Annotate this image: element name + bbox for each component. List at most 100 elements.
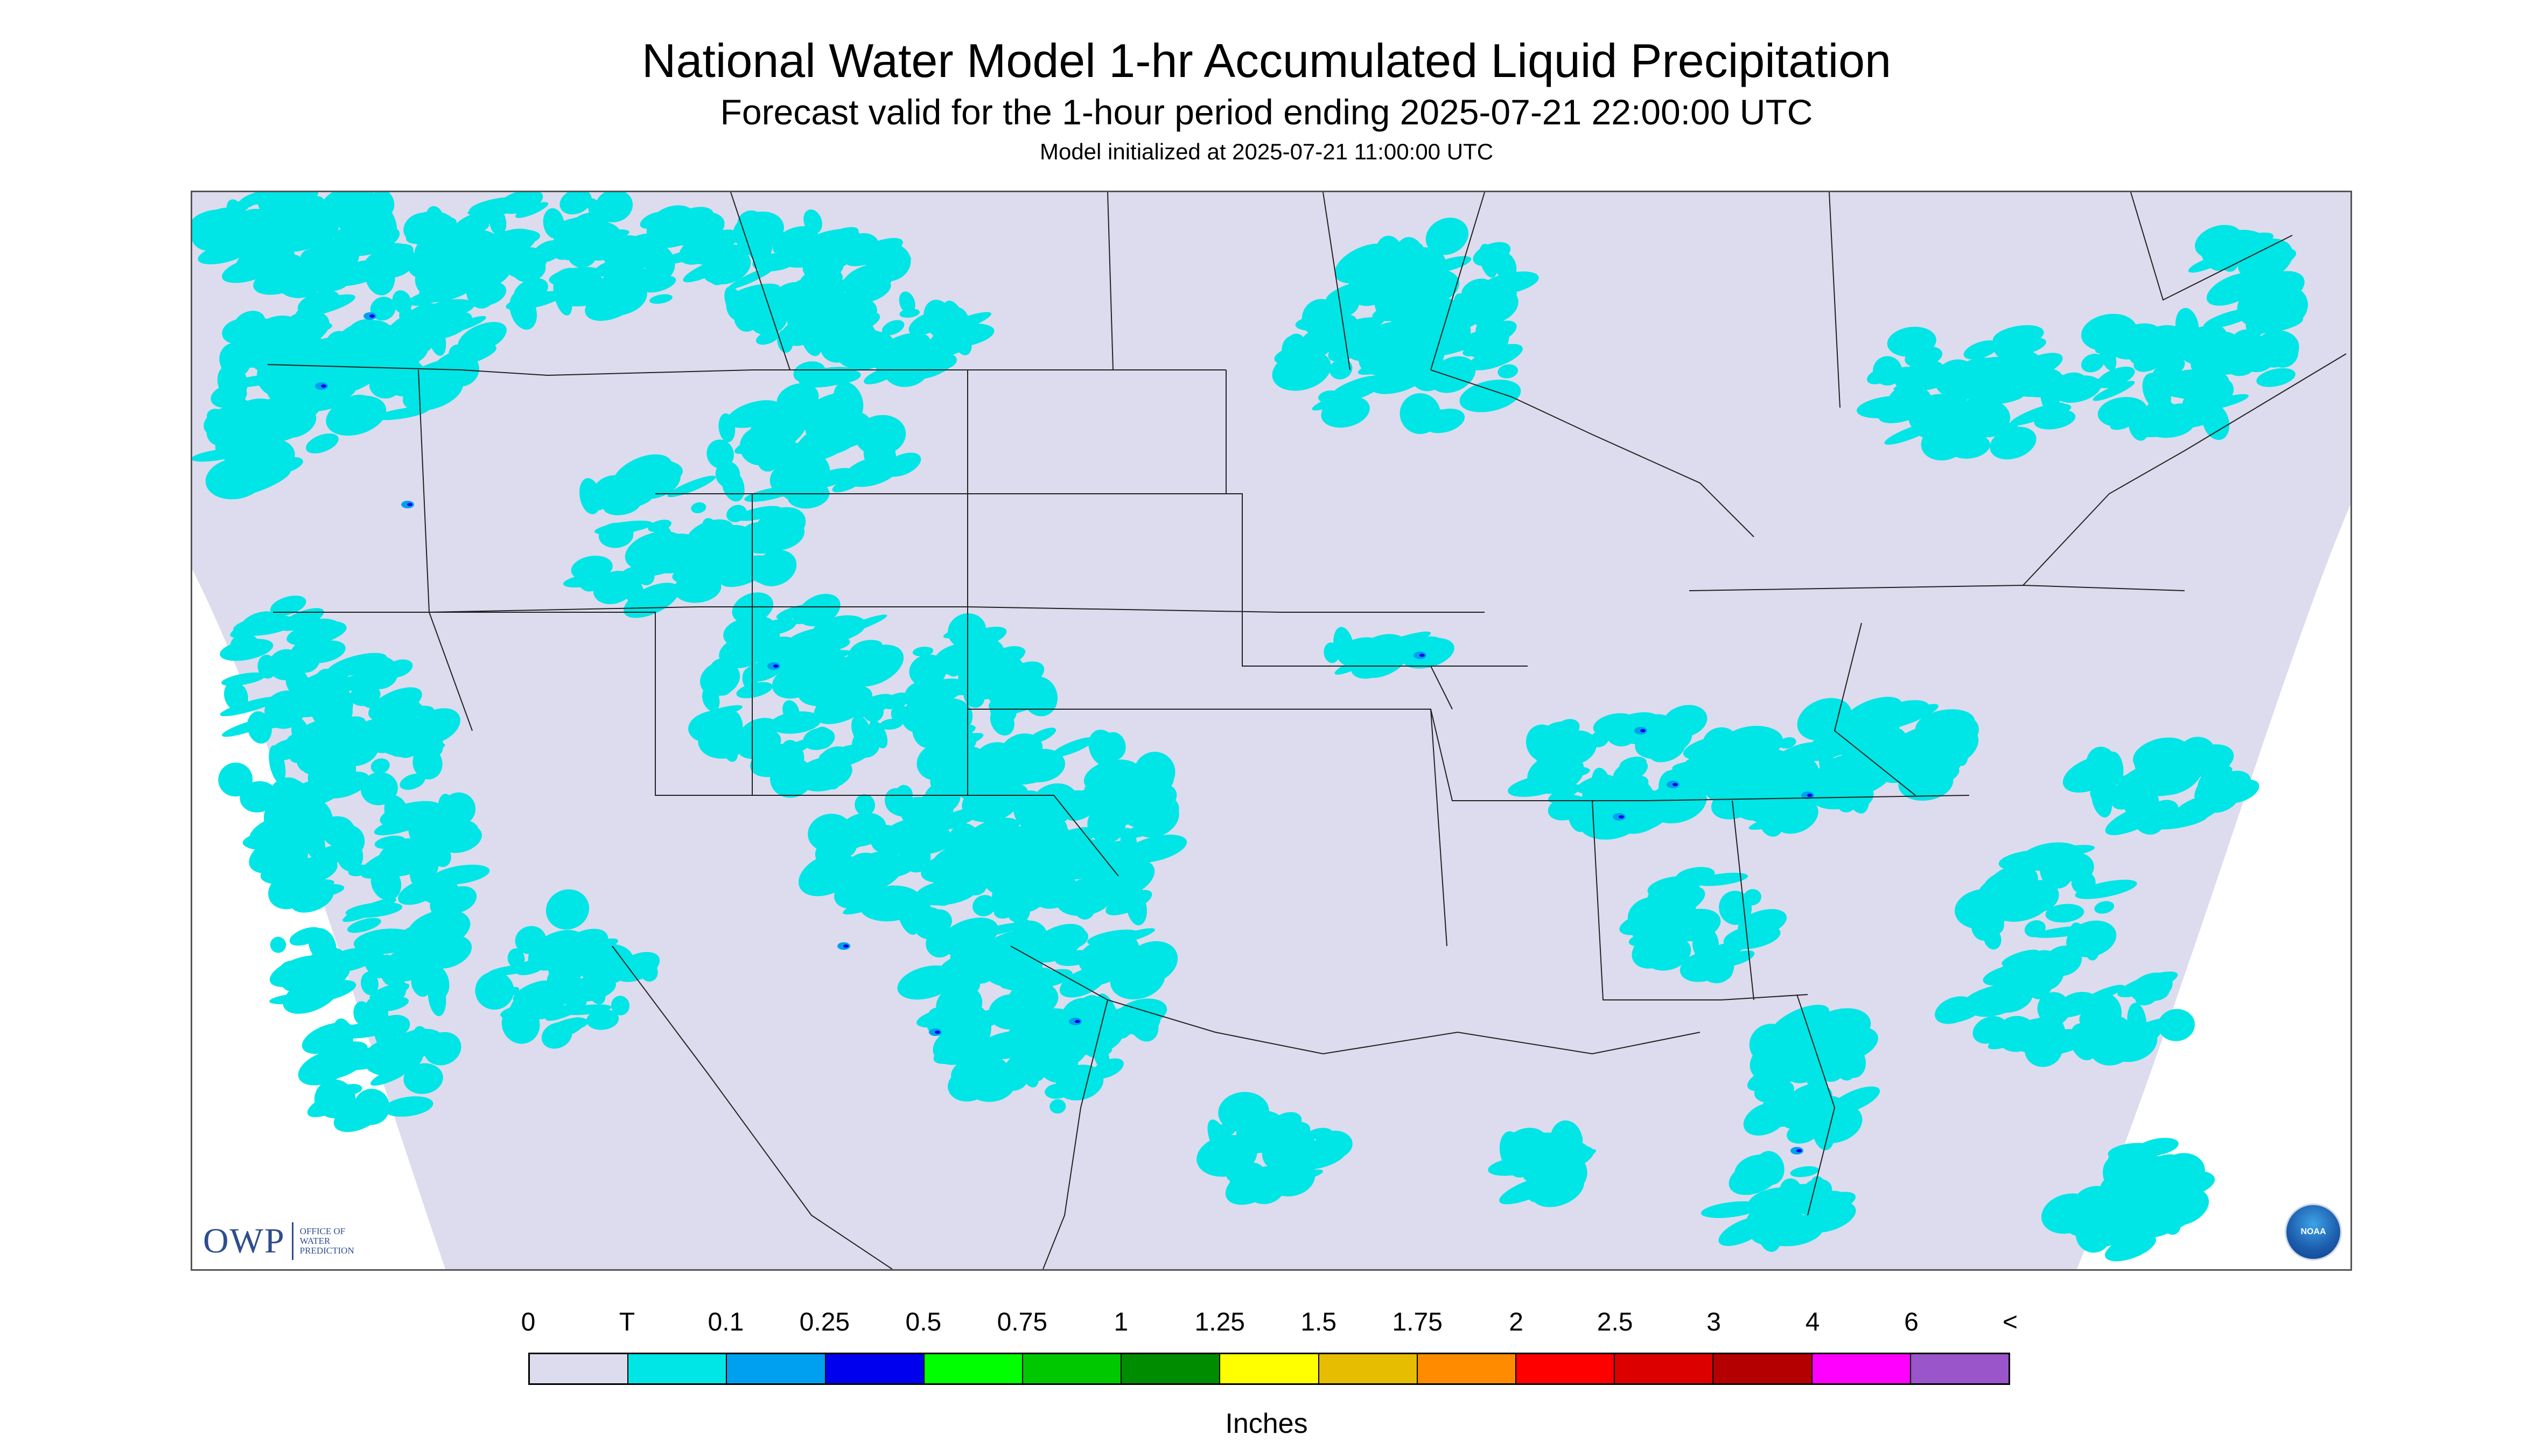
precip-area-trace — [379, 346, 397, 379]
precip-area-trace — [1425, 218, 1468, 255]
precip-area-trace — [802, 250, 844, 282]
precip-area-trace — [1084, 771, 1128, 792]
precip-area-trace — [2093, 381, 2135, 401]
precip-area-trace — [230, 611, 283, 638]
precip-area-trace — [1101, 968, 1137, 982]
legend-label: 2.5 — [1597, 1308, 1633, 1336]
precip-area-trace — [257, 654, 277, 679]
precip-area-trace — [436, 344, 496, 369]
precip-area-trace — [1429, 256, 1472, 272]
legend-swatch — [1023, 1354, 1122, 1383]
precip-area-trace — [2097, 366, 2135, 388]
precip-area-trace — [257, 192, 313, 222]
precip-area-trace — [1318, 390, 1339, 403]
legend-swatch — [1615, 1354, 1714, 1383]
precip-area-trace — [1822, 1026, 1878, 1062]
precip-area-trace — [1051, 737, 1095, 758]
boundary-line — [1829, 192, 1841, 408]
precip-area-trace — [782, 320, 816, 346]
precip-area-trace — [830, 415, 867, 444]
precip-area-trace — [2256, 293, 2285, 326]
precip-area-trace — [218, 762, 253, 797]
precip-area-trace — [445, 221, 484, 243]
precip-area-trace — [342, 898, 396, 922]
precip-area-trace — [1990, 426, 2037, 460]
precip-area-trace — [1503, 1128, 1548, 1165]
precip-area-trace — [1102, 732, 1126, 760]
precip-area-trace — [2200, 234, 2229, 271]
precip-area-trace — [303, 751, 349, 774]
precip-area-trace — [332, 192, 379, 221]
legend-units: Inches — [1225, 1408, 1308, 1439]
legend-label: 0.1 — [708, 1308, 744, 1336]
precip-area-trace — [728, 266, 775, 289]
precip-area-trace — [298, 1050, 352, 1086]
precip-area-trace — [437, 794, 456, 828]
precip-area-trace — [1334, 243, 1395, 284]
legend-label: 0 — [521, 1308, 536, 1336]
precip-area-trace — [739, 718, 779, 744]
precip-area-trace — [862, 897, 880, 919]
precip-area-trace — [326, 956, 344, 976]
boundary-line — [1732, 800, 1754, 1000]
precip-area-trace — [752, 518, 805, 551]
precip-area-trace — [2110, 418, 2133, 430]
precip-area-trace — [1027, 727, 1056, 744]
precip-area-trace — [2157, 356, 2185, 377]
precip-area-moderate — [1807, 794, 1813, 797]
precip-area-trace — [1680, 951, 1729, 982]
precip-area-trace — [686, 519, 734, 550]
precip-area-trace — [716, 538, 754, 578]
precip-area-trace — [810, 302, 859, 337]
precip-area-trace — [2234, 232, 2274, 249]
precip-area-trace — [1667, 769, 1702, 784]
precip-area-trace — [545, 1000, 587, 1021]
precip-area-trace — [1738, 909, 1787, 937]
legend-swatch — [727, 1354, 826, 1383]
legend-swatch — [1417, 1354, 1517, 1383]
precip-area-trace — [400, 773, 425, 790]
precip-area-trace — [698, 722, 750, 759]
precip-area-trace — [330, 396, 383, 431]
precip-area-trace — [248, 339, 271, 372]
precip-area-trace — [1295, 313, 1357, 332]
precip-area-trace — [507, 253, 547, 278]
boundary-line — [1430, 192, 1485, 370]
precip-area-trace — [408, 291, 444, 306]
precip-area-trace — [2062, 755, 2120, 793]
boundary-line — [1834, 622, 1916, 796]
precip-area-trace — [383, 1096, 433, 1117]
precip-area-trace — [2118, 774, 2136, 789]
precip-area-trace — [2186, 377, 2234, 412]
precip-area-trace — [1087, 929, 1139, 946]
precip-area-trace — [547, 979, 609, 1005]
precip-area-trace — [543, 208, 564, 239]
precip-area-trace — [360, 772, 398, 806]
precip-area-trace — [624, 583, 680, 618]
legend-colorbar — [528, 1353, 2010, 1385]
precip-area-trace — [249, 813, 311, 846]
precip-area-trace — [1372, 301, 1431, 321]
precip-area-trace — [811, 635, 850, 651]
precip-area-trace — [407, 328, 435, 353]
precip-area-trace — [513, 980, 552, 1003]
precip-area-trace — [1359, 336, 1415, 376]
precip-area-trace — [899, 291, 915, 314]
precip-area-trace — [1066, 878, 1098, 898]
precip-area-trace — [382, 842, 443, 863]
precip-area-trace — [772, 226, 818, 257]
precip-area-trace — [2061, 992, 2096, 1010]
precip-area-trace — [798, 852, 858, 897]
precip-area-trace — [943, 624, 983, 639]
precip-area-trace — [333, 217, 396, 254]
precip-area-trace — [289, 641, 321, 673]
precip-area-trace — [424, 1032, 461, 1066]
precip-area-trace — [923, 299, 954, 338]
precip-area-trace — [279, 687, 337, 718]
precip-area-trace — [332, 1018, 354, 1051]
precip-area-trace — [667, 475, 716, 498]
precip-area-moderate — [1796, 1149, 1802, 1152]
precip-area-trace — [586, 1009, 619, 1030]
boundary-line — [655, 795, 1119, 877]
precip-area-trace — [674, 573, 722, 603]
